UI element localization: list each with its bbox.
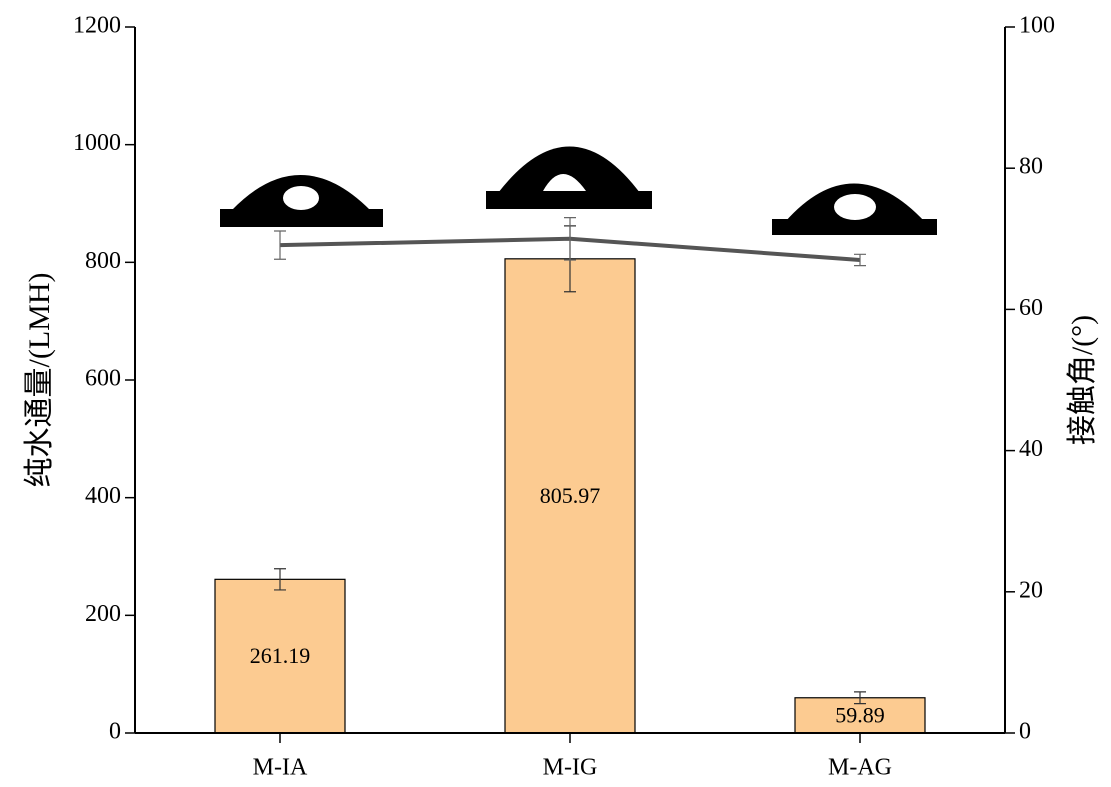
value-label: 805.97 [540, 483, 601, 508]
y2-tick-label: 20 [1019, 577, 1043, 603]
droplet [486, 147, 652, 210]
y2-tick-label: 100 [1019, 13, 1055, 39]
y-tick-label: 1000 [73, 130, 121, 156]
y-tick-label: 200 [85, 601, 121, 627]
y-tick-label: 0 [109, 719, 121, 745]
droplet [220, 175, 383, 227]
value-label: 261.19 [250, 643, 311, 668]
y2-tick-label: 40 [1019, 436, 1043, 462]
y-tick-label: 400 [85, 483, 121, 509]
x-tick-label: M-IA [253, 755, 308, 781]
x-tick-label: M-AG [828, 755, 892, 781]
y-tick-label: 600 [85, 366, 121, 392]
value-label: 59.89 [835, 702, 885, 727]
y2-tick-label: 80 [1019, 154, 1043, 180]
y2-axis-title: 接触角/(°) [1066, 315, 1099, 445]
y2-tick-label: 60 [1019, 295, 1043, 321]
droplet [772, 184, 937, 236]
y-tick-label: 800 [85, 248, 121, 274]
x-tick-label: M-IG [543, 755, 598, 781]
chart: 纯水通量/(LMH) 接触角/(°) 020040060080010001200… [0, 0, 1111, 782]
y-tick-label: 1200 [73, 13, 121, 39]
y-axis-title: 纯水通量/(LMH) [23, 273, 56, 488]
page: 纯水通量/(LMH) 接触角/(°) 020040060080010001200… [0, 0, 1111, 787]
y2-tick-label: 0 [1019, 719, 1031, 745]
droplet-images [220, 147, 937, 236]
